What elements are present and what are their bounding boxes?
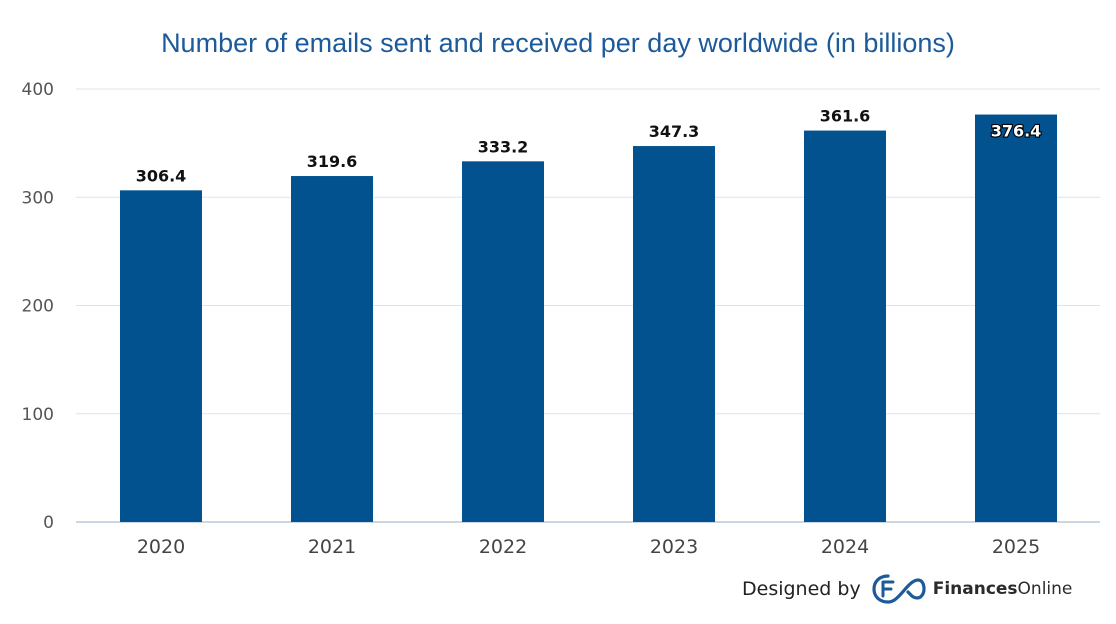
data-label: 361.6 — [820, 107, 871, 126]
x-tick-label: 2022 — [479, 536, 527, 558]
y-tick-label: 200 — [22, 297, 54, 317]
bar-2023 — [633, 146, 715, 523]
gridlines — [76, 88, 1100, 523]
bars — [120, 114, 1057, 523]
bar-2025 — [975, 114, 1057, 522]
data-label: 306.4 — [136, 166, 187, 185]
data-labels: 306.4 319.6 333.2 347.3 361.6 376.4 — [136, 107, 1043, 186]
y-axis-ticks: 0 100 200 300 400 — [22, 80, 54, 533]
bar-2020 — [120, 190, 202, 522]
y-tick-label: 300 — [22, 188, 54, 208]
data-label: 319.6 — [307, 152, 358, 171]
bar-2021 — [291, 176, 373, 522]
credit: Designed by Finances Online — [742, 572, 1072, 606]
chart-title: Number of emails sent and received per d… — [161, 28, 955, 58]
brand-name-bold: Finances — [932, 579, 1018, 599]
x-tick-label: 2024 — [821, 536, 869, 558]
brand-name-light: Online — [1017, 579, 1073, 599]
data-label: 376.4 — [991, 122, 1042, 141]
data-label: 347.3 — [649, 122, 700, 141]
credit-prefix: Designed by — [742, 578, 861, 600]
bar-2022 — [462, 161, 544, 522]
x-tick-label: 2020 — [137, 536, 185, 558]
x-tick-label: 2025 — [992, 536, 1040, 558]
x-axis-ticks: 2020 2021 2022 2023 2024 2025 — [137, 536, 1040, 558]
y-tick-label: 0 — [43, 513, 54, 533]
y-tick-label: 400 — [22, 80, 54, 100]
x-tick-label: 2021 — [308, 536, 356, 558]
financesonline-logo-icon — [872, 574, 926, 604]
y-tick-label: 100 — [22, 405, 54, 425]
x-tick-label: 2023 — [650, 536, 698, 558]
bar-2024 — [804, 130, 886, 522]
data-label: 333.2 — [478, 137, 529, 156]
